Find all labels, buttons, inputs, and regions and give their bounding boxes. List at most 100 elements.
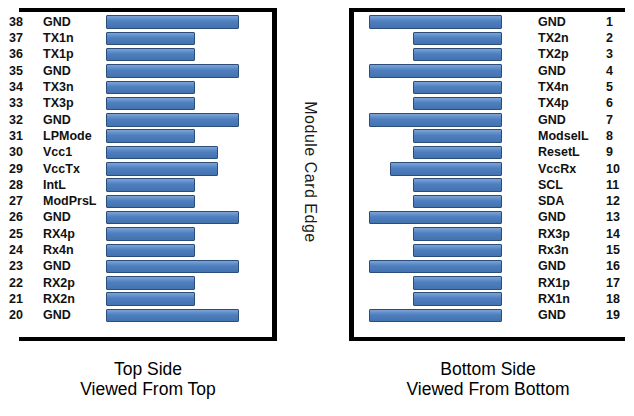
pin-row: TX2p3	[354, 47, 634, 63]
pin-number: 32	[0, 114, 43, 127]
bottom-side-caption: Bottom Side Viewed From Bottom	[352, 360, 624, 399]
pin-contact-bar	[413, 227, 502, 241]
pin-row: RX1n18	[354, 291, 634, 307]
pin-contact-bar	[413, 292, 502, 306]
pin-number: 8	[606, 130, 632, 143]
pin-contact-bar	[106, 32, 195, 46]
pin-contact-bar	[106, 146, 218, 160]
pin-label: GND	[538, 260, 600, 273]
bottom-side-caption-line1: Bottom Side	[352, 360, 624, 380]
pin-row: 21RX2n	[0, 291, 277, 307]
pin-contact-bar	[106, 178, 195, 192]
pin-number: 6	[606, 97, 632, 110]
pin-label: IntL	[43, 179, 106, 192]
bottom-side-rows: GND1TX2n2TX2p3GND4TX4n5TX4p6GND7ModselL8…	[354, 14, 634, 324]
pin-bar-track	[354, 309, 502, 323]
pin-contact-bar	[106, 15, 239, 29]
pin-contact-bar	[106, 227, 195, 241]
pin-row: 29VccTx	[0, 161, 277, 177]
top-side-panel-border-top	[19, 8, 277, 12]
pin-label: Vcc1	[43, 146, 106, 159]
pin-contact-bar	[413, 81, 502, 95]
pin-bar-track	[354, 178, 502, 192]
pin-row: GND1	[354, 14, 634, 30]
pin-number: 35	[0, 65, 43, 78]
pin-number: 7	[606, 114, 632, 127]
pin-row: SDA 12	[354, 193, 634, 209]
pin-number: 3	[606, 48, 632, 61]
pin-label: SCL	[538, 179, 600, 192]
top-side-panel-border-bottom	[19, 337, 277, 341]
pin-contact-bar	[106, 260, 239, 274]
pin-bar-track	[354, 195, 502, 209]
pin-row: 22RX2p	[0, 275, 277, 291]
pin-contact-bar	[106, 292, 195, 306]
pin-bar-track	[354, 81, 502, 95]
pin-contact-bar	[369, 113, 502, 127]
pin-row: 23GND	[0, 258, 277, 274]
pin-label: VccTx	[43, 163, 106, 176]
pin-contact-bar	[369, 64, 502, 78]
pin-row: 33TX3p	[0, 95, 277, 111]
pin-row: GND13	[354, 210, 634, 226]
pin-contact-bar	[413, 276, 502, 290]
pin-number: 29	[0, 163, 43, 176]
pin-label: VccRx	[538, 163, 600, 176]
pin-label: GND	[43, 309, 106, 322]
pinout-diagram: 38GND37TX1n36TX1p35GND34TX3n33TX3p32GND3…	[0, 0, 634, 416]
pin-label: SDA	[538, 195, 600, 208]
pin-number: 12	[606, 195, 632, 208]
pin-number: 15	[606, 244, 632, 257]
pin-bar-track	[354, 113, 502, 127]
pin-number: 31	[0, 130, 43, 143]
pin-row: 25RX4p	[0, 226, 277, 242]
pin-contact-bar	[106, 162, 218, 176]
pin-bar-track	[354, 129, 502, 143]
pin-contact-bar	[106, 113, 239, 127]
pin-contact-bar	[369, 15, 502, 29]
pin-contact-bar	[106, 244, 195, 258]
pin-number: 28	[0, 179, 43, 192]
pin-bar-track	[354, 292, 502, 306]
pin-contact-bar	[106, 48, 195, 62]
pin-label: LPMode	[43, 130, 106, 143]
pin-number: 5	[606, 81, 632, 94]
pin-label: RX3p	[538, 228, 600, 241]
pin-number: 11	[606, 179, 632, 192]
pin-bar-track	[354, 32, 502, 46]
pin-row: 37TX1n	[0, 30, 277, 46]
pin-bar-track	[354, 211, 502, 225]
pin-row: TX2n2	[354, 30, 634, 46]
pin-row: GND 7	[354, 112, 634, 128]
pin-label: GND	[538, 114, 600, 127]
pin-contact-bar	[390, 162, 502, 176]
pin-row: GND16	[354, 258, 634, 274]
pin-label: TX3n	[43, 81, 106, 94]
pin-label: TX4p	[538, 97, 600, 110]
bottom-side-panel-border-bottom	[349, 337, 625, 341]
bottom-side-caption-line2: Viewed From Bottom	[352, 380, 624, 400]
pin-contact-bar	[413, 48, 502, 62]
pin-row: 24Rx4n	[0, 242, 277, 258]
pin-label: RX1p	[538, 277, 600, 290]
pin-row: 32GND	[0, 112, 277, 128]
pin-bar-track	[354, 48, 502, 62]
pin-bar-track	[354, 227, 502, 241]
pin-row: SCL 11	[354, 177, 634, 193]
pin-row: 26GND	[0, 210, 277, 226]
pin-row: 31LPMode	[0, 128, 277, 144]
pin-contact-bar	[413, 178, 502, 192]
pin-row: GND4	[354, 63, 634, 79]
pin-label: TX4n	[538, 81, 600, 94]
pin-number: 1	[606, 16, 632, 29]
pin-row: TX4p 6	[354, 95, 634, 111]
pin-row: 34TX3n	[0, 79, 277, 95]
pin-row: ModselL8	[354, 128, 634, 144]
pin-row: 30Vcc1	[0, 144, 277, 160]
pin-label: GND	[538, 65, 600, 78]
pin-number: 22	[0, 277, 43, 290]
pin-label: TX3p	[43, 97, 106, 110]
pin-label: GND	[43, 260, 106, 273]
pin-number: 24	[0, 244, 43, 257]
pin-bar-track	[354, 260, 502, 274]
